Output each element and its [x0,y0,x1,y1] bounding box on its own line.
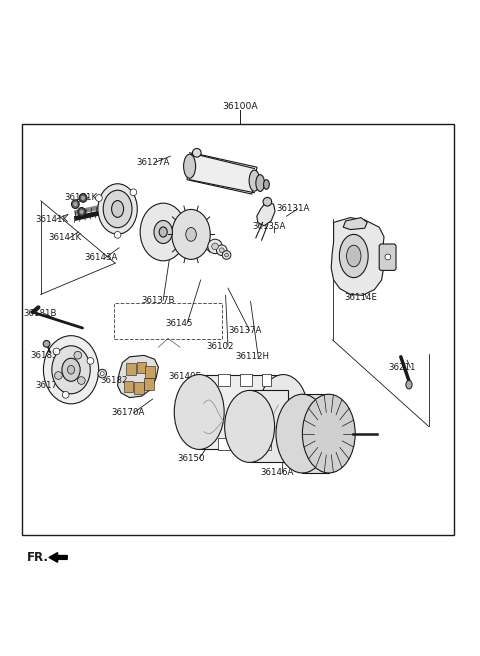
Circle shape [263,197,272,206]
Text: 36143A: 36143A [84,253,118,262]
Polygon shape [257,202,275,226]
Circle shape [212,243,218,250]
Polygon shape [250,390,288,462]
Polygon shape [331,218,384,295]
Circle shape [130,189,137,195]
FancyBboxPatch shape [379,244,396,270]
Bar [124,380,133,392]
Circle shape [77,377,85,384]
FancyArrow shape [49,552,67,562]
Text: 36112H: 36112H [235,352,269,361]
Circle shape [96,195,102,201]
Ellipse shape [347,245,361,267]
Bar [144,379,154,390]
Text: 36141K: 36141K [35,215,68,224]
Text: 36170A: 36170A [112,409,145,417]
Ellipse shape [256,174,264,192]
Bar [134,382,144,394]
Polygon shape [199,375,283,449]
Ellipse shape [264,180,269,190]
Text: 36127A: 36127A [137,158,170,167]
Text: 36145: 36145 [166,319,193,328]
Text: 36137B: 36137B [142,296,175,304]
Text: 36140E: 36140E [168,373,201,381]
Ellipse shape [140,203,186,261]
Polygon shape [343,218,367,230]
Circle shape [219,248,224,253]
Text: 36146A: 36146A [261,468,294,478]
Circle shape [87,358,94,364]
Bar [22,124,454,535]
Circle shape [208,239,222,254]
Text: 36211: 36211 [389,363,416,372]
Text: 36182: 36182 [101,377,128,385]
Ellipse shape [154,220,172,243]
Bar [262,374,271,386]
Ellipse shape [174,375,224,449]
Bar [240,374,252,386]
Ellipse shape [52,346,90,394]
Bar [126,363,136,375]
Text: 36150: 36150 [178,454,205,463]
Circle shape [192,148,201,157]
Bar [218,374,230,386]
Ellipse shape [249,170,260,191]
Ellipse shape [258,375,308,449]
Text: 36183: 36183 [30,351,58,360]
Ellipse shape [72,200,79,209]
Bar [114,302,222,338]
Ellipse shape [172,209,210,259]
Ellipse shape [111,201,124,217]
Ellipse shape [276,394,329,473]
Bar [145,367,155,378]
Circle shape [385,254,391,260]
Text: 36170: 36170 [35,381,62,390]
Circle shape [222,251,231,259]
Ellipse shape [67,365,74,374]
Bar [137,361,146,373]
Bar [240,438,252,451]
Text: 36181B: 36181B [23,309,57,318]
Text: 36137A: 36137A [228,326,262,335]
Ellipse shape [406,380,412,389]
Polygon shape [118,356,158,398]
Ellipse shape [159,227,167,237]
Ellipse shape [339,234,368,277]
Text: 36131A: 36131A [276,205,310,213]
Bar [262,438,271,451]
Ellipse shape [79,194,87,202]
Circle shape [98,369,107,378]
Circle shape [43,340,50,347]
Ellipse shape [73,202,77,206]
Text: 36141K: 36141K [65,193,98,202]
Text: 36141K: 36141K [48,234,81,242]
Ellipse shape [78,207,85,216]
Bar [218,438,230,451]
Circle shape [53,348,60,355]
Circle shape [62,392,69,398]
Ellipse shape [81,196,84,200]
Circle shape [216,245,227,256]
Text: 36114E: 36114E [345,293,378,302]
Text: FR.: FR. [26,551,48,564]
Circle shape [55,372,62,379]
Polygon shape [187,153,257,194]
Text: 36102: 36102 [206,342,234,351]
Ellipse shape [43,336,98,404]
Ellipse shape [186,228,196,241]
Ellipse shape [184,154,196,178]
Ellipse shape [62,358,80,381]
Ellipse shape [98,184,137,234]
Circle shape [114,232,121,238]
Polygon shape [302,394,329,473]
Ellipse shape [302,394,355,473]
Circle shape [225,253,228,257]
Text: 36135A: 36135A [252,222,286,231]
Ellipse shape [80,210,84,214]
Text: 36100A: 36100A [222,102,258,111]
Circle shape [100,372,104,375]
Circle shape [74,352,82,359]
Ellipse shape [225,390,275,462]
Ellipse shape [103,190,132,228]
